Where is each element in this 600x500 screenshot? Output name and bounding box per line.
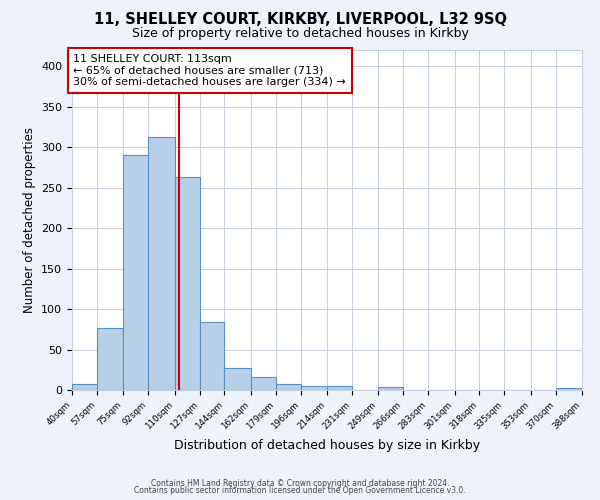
Bar (199, 322, 224, 390)
Bar (123, 155, 148, 390)
Bar (175, 177, 199, 390)
Bar (556, 388, 582, 390)
Text: 11 SHELLEY COURT: 113sqm
← 65% of detached houses are smaller (713)
30% of semi-: 11 SHELLEY COURT: 113sqm ← 65% of detach… (73, 54, 346, 87)
X-axis label: Distribution of detached houses by size in Kirkby: Distribution of detached houses by size … (174, 439, 480, 452)
Bar (97, 328, 123, 390)
Text: Size of property relative to detached houses in Kirkby: Size of property relative to detached ho… (131, 28, 469, 40)
Bar (301, 386, 327, 390)
Bar (224, 368, 251, 390)
Y-axis label: Number of detached properties: Number of detached properties (23, 127, 35, 313)
Bar (72, 384, 97, 390)
Text: Contains HM Land Registry data © Crown copyright and database right 2024.: Contains HM Land Registry data © Crown c… (151, 478, 449, 488)
Bar (251, 377, 276, 390)
Bar (378, 387, 403, 390)
Bar (327, 386, 352, 390)
Text: Contains public sector information licensed under the Open Government Licence v3: Contains public sector information licen… (134, 486, 466, 495)
Bar (148, 138, 175, 390)
Bar (276, 384, 301, 390)
Text: 11, SHELLEY COURT, KIRKBY, LIVERPOOL, L32 9SQ: 11, SHELLEY COURT, KIRKBY, LIVERPOOL, L3… (94, 12, 506, 28)
